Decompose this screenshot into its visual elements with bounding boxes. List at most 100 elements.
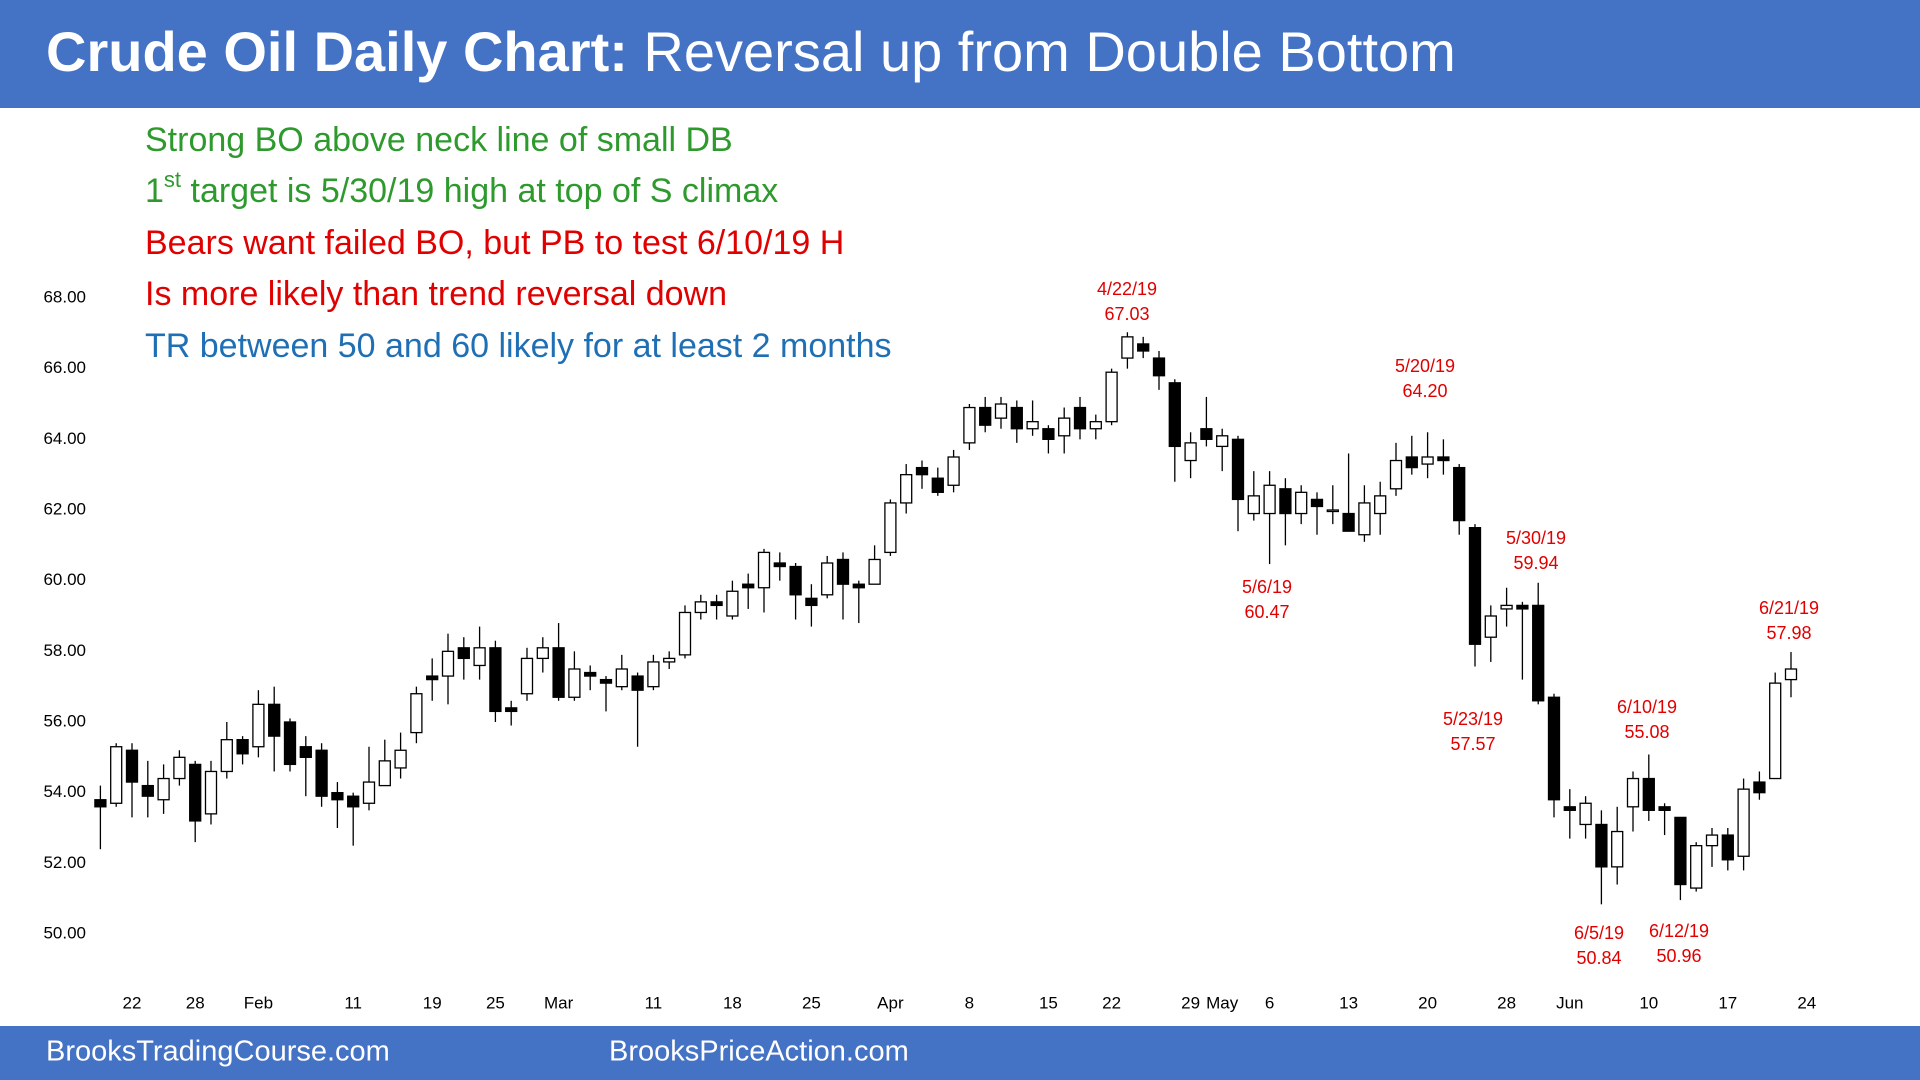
candle-body [457, 647, 470, 660]
note-sup: st [164, 167, 181, 192]
candle-body [1184, 442, 1197, 462]
candle-body [173, 756, 186, 780]
candle-body [1326, 509, 1339, 513]
candle-body [994, 403, 1008, 419]
candle-body [1058, 417, 1071, 437]
note-text: Strong BO above neck line of small DB [145, 121, 733, 159]
candle-body [1405, 456, 1418, 469]
candle-body [1500, 604, 1513, 610]
x-tick-label: Feb [244, 993, 273, 1012]
title: Crude Oil Daily Chart: Reversal up from … [46, 20, 1456, 83]
candle-body [110, 746, 123, 804]
x-tick-label: 28 [1497, 993, 1516, 1012]
candle-body [647, 661, 660, 688]
annotation-date: 4/22/19 [1097, 279, 1157, 299]
candle-body [931, 477, 944, 493]
note-rest: target is 5/30/19 high at top of S clima… [181, 172, 778, 210]
candle-body [505, 707, 518, 713]
candle-body [1026, 421, 1039, 430]
annotation-date: 5/23/19 [1443, 709, 1503, 729]
annotation-date: 5/20/19 [1395, 356, 1455, 376]
annotation-price: 57.57 [1450, 734, 1495, 754]
y-tick-label: 52.00 [43, 853, 86, 872]
note: TR between 50 and 60 likely for at least… [145, 327, 892, 365]
candle-body [678, 611, 692, 656]
candle-body [979, 406, 992, 426]
header-band [0, 0, 1920, 108]
candle-body [1105, 371, 1118, 423]
candle-body [742, 583, 755, 589]
candle-body [663, 657, 676, 663]
candle-body [347, 795, 360, 808]
annotation-price: 60.47 [1244, 602, 1289, 622]
y-tick-label: 60.00 [43, 570, 86, 589]
x-tick-label: 25 [486, 993, 505, 1012]
candle-body [1168, 382, 1181, 448]
y-tick-label: 54.00 [43, 782, 86, 801]
annotation-price: 55.08 [1624, 722, 1669, 742]
candle-body [520, 657, 534, 695]
candle-body [1342, 512, 1355, 532]
title-bold: Crude Oil Daily Chart: [46, 20, 628, 83]
x-tick-label: May [1206, 993, 1239, 1012]
candle-body [1310, 498, 1324, 508]
candle-body [631, 675, 644, 691]
candle-body [805, 597, 818, 607]
candle-body [615, 668, 628, 688]
annotation-date: 5/6/19 [1242, 577, 1292, 597]
annotation-date: 6/21/19 [1759, 598, 1819, 618]
candle-body [710, 601, 723, 607]
candle-body [1231, 438, 1245, 501]
candle-body [836, 558, 850, 585]
candle-body [141, 784, 154, 797]
candle-body [1611, 830, 1624, 868]
candle-body [536, 647, 549, 660]
annotation-date: 5/30/19 [1506, 528, 1566, 548]
candle-body [125, 749, 139, 783]
candle-body [947, 456, 960, 486]
y-tick-label: 66.00 [43, 358, 86, 377]
candle-body [1010, 406, 1023, 430]
annotation-price: 67.03 [1104, 304, 1149, 324]
candle-body [426, 675, 439, 681]
annotation-price: 57.98 [1766, 623, 1811, 643]
candle-body [599, 678, 613, 684]
candle-body [1705, 834, 1719, 847]
candle-body [1137, 343, 1150, 352]
candle-body [1784, 668, 1798, 681]
y-tick-label: 62.00 [43, 499, 86, 518]
x-tick-label: 15 [1039, 993, 1058, 1012]
candle-body [1042, 428, 1055, 440]
x-tick-label: 11 [645, 993, 663, 1012]
candle-body [236, 739, 249, 755]
candle-body [204, 770, 218, 815]
candle-body [1453, 466, 1466, 522]
y-tick-label: 56.00 [43, 711, 86, 730]
candle-body [1579, 802, 1592, 826]
candle-body [1516, 604, 1529, 610]
note-text: Bears want failed BO, but PB to test 6/1… [145, 224, 844, 262]
candle-body [94, 799, 107, 808]
candle-body [283, 721, 297, 766]
x-tick-label: 11 [344, 993, 362, 1012]
candle-body [1595, 823, 1608, 868]
candle-body [1216, 435, 1229, 448]
candle-body [726, 590, 739, 617]
candle-body [1563, 806, 1576, 811]
y-tick-label: 58.00 [43, 641, 86, 660]
candle-body [1152, 357, 1166, 377]
x-tick-label: 13 [1339, 993, 1358, 1012]
y-tick-label: 68.00 [43, 287, 86, 306]
candle-body [1484, 615, 1497, 638]
candle-body [1658, 806, 1671, 811]
x-tick-label: 19 [423, 993, 442, 1012]
candle-body [1389, 459, 1403, 490]
footer-left: BrooksTradingCourse.com [46, 1036, 390, 1068]
candle-body [1468, 527, 1482, 645]
candle-body [1374, 495, 1387, 515]
candle-body [252, 703, 265, 748]
candle-body [157, 777, 170, 801]
x-tick-label: 17 [1718, 993, 1737, 1012]
x-tick-label: Mar [544, 993, 574, 1012]
